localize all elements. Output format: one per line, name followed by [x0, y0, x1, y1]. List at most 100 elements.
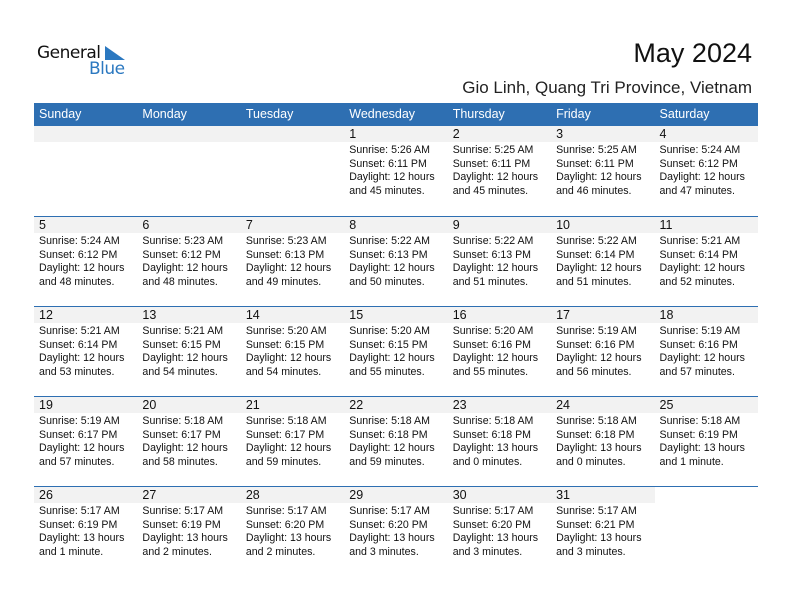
sunrise-text: Sunrise: 5:19 AM [659, 325, 741, 337]
logo-text-blue: Blue [89, 59, 125, 79]
sunset-text: Sunset: 6:16 PM [659, 338, 738, 351]
day-cell: 3 Sunrise: 5:25 AM Sunset: 6:11 PM Daylight… [551, 126, 655, 216]
sunrise-text: Sunrise: 5:17 AM [39, 505, 120, 517]
weekday-header: Sunday Monday Tuesday Wednesday Thursday Frid… [34, 103, 758, 126]
daylight1-text: Daylight: 12 hours [39, 352, 125, 365]
day-cell: 19 Sunrise: 5:19 AM Sunset: 6:17 PM Dayligh… [34, 397, 138, 486]
daylight2-text: and 57 minutes. [39, 455, 115, 468]
empty-day-band [240, 126, 345, 142]
sunrise-text: Sunrise: 5:17 AM [349, 505, 430, 517]
empty-cell [240, 126, 345, 216]
generalblue-logo: General Blue [37, 43, 137, 83]
daylight2-text: and 52 minutes. [659, 275, 735, 288]
day-cell: 31 Sunrise: 5:17 AM Sunset: 6:21 PM Dayligh… [551, 487, 655, 576]
day-cell: 25 Sunrise: 5:18 AM Sunset: 6:19 PM Dayligh… [654, 397, 758, 486]
daylight1-text: Daylight: 12 hours [659, 262, 745, 275]
logo-text-general: General [37, 43, 101, 63]
day-number: 7 [240, 217, 345, 233]
sunset-text: Sunset: 6:20 PM [349, 518, 428, 531]
daylight2-text: and 59 minutes. [349, 455, 425, 468]
sunset-text: Sunset: 6:19 PM [39, 518, 118, 531]
sunset-text: Sunset: 6:11 PM [349, 157, 427, 170]
day-cell: 24 Sunrise: 5:18 AM Sunset: 6:18 PM Dayligh… [551, 397, 655, 486]
day-cell: 23 Sunrise: 5:18 AM Sunset: 6:18 PM Dayligh… [447, 397, 552, 486]
day-cell: 20 Sunrise: 5:18 AM Sunset: 6:17 PM Dayligh… [137, 397, 241, 486]
sunset-text: Sunset: 6:13 PM [245, 248, 325, 261]
logo-triangle-icon [105, 46, 125, 60]
sunrise-text: Sunrise: 5:26 AM [349, 144, 430, 156]
day-number: 1 [344, 126, 448, 142]
day-cell: 14 Sunrise: 5:20 AM Sunset: 6:15 PM Dayligh… [240, 307, 345, 396]
daylight2-text: and 1 minute. [659, 455, 724, 468]
sunrise-text: Sunrise: 5:18 AM [245, 415, 327, 427]
daylight1-text: Daylight: 12 hours [142, 352, 228, 365]
day-cell: 16 Sunrise: 5:20 AM Sunset: 6:16 PM Dayligh… [447, 307, 552, 396]
daylight1-text: Daylight: 12 hours [245, 262, 332, 275]
daylight1-text: Daylight: 13 hours [659, 442, 745, 455]
sunrise-text: Sunrise: 5:17 AM [556, 505, 637, 517]
day-number: 15 [344, 307, 448, 323]
day-number: 18 [654, 307, 758, 323]
daylight2-text: and 56 minutes. [556, 365, 632, 378]
week-row: 19 Sunrise: 5:19 AM Sunset: 6:17 PM Dayligh… [34, 396, 758, 486]
sunset-text: Sunset: 6:19 PM [659, 428, 738, 441]
daylight2-text: and 2 minutes. [142, 545, 212, 558]
daylight1-text: Daylight: 12 hours [452, 171, 539, 184]
weekday-wednesday: Wednesday [349, 107, 416, 121]
daylight1-text: Daylight: 13 hours [39, 532, 125, 545]
sunrise-text: Sunrise: 5:23 AM [142, 235, 224, 247]
sunset-text: Sunset: 6:12 PM [39, 248, 118, 261]
day-cell: 29 Sunrise: 5:17 AM Sunset: 6:20 PM Dayligh… [344, 487, 448, 576]
day-cell: 26 Sunrise: 5:17 AM Sunset: 6:19 PM Dayligh… [34, 487, 138, 576]
sunset-text: Sunset: 6:15 PM [245, 338, 325, 351]
sunset-text: Sunset: 6:18 PM [349, 428, 428, 441]
sunrise-text: Sunrise: 5:18 AM [349, 415, 430, 427]
sunset-text: Sunset: 6:11 PM [452, 157, 531, 170]
day-number: 31 [551, 487, 655, 503]
day-cell: 6 Sunrise: 5:23 AM Sunset: 6:12 PM Daylight… [137, 217, 241, 306]
sunrise-text: Sunrise: 5:22 AM [452, 235, 534, 247]
sunrise-text: Sunrise: 5:17 AM [142, 505, 224, 517]
sunset-text: Sunset: 6:13 PM [349, 248, 428, 261]
sunrise-text: Sunrise: 5:22 AM [556, 235, 637, 247]
daylight1-text: Daylight: 13 hours [556, 532, 642, 545]
daylight2-text: and 50 minutes. [349, 275, 425, 288]
weekday-monday: Monday [142, 107, 187, 121]
daylight2-text: and 49 minutes. [245, 275, 322, 288]
daylight2-text: and 46 minutes. [556, 184, 632, 197]
day-number: 20 [137, 397, 241, 413]
sunrise-text: Sunrise: 5:19 AM [39, 415, 120, 427]
day-cell: 12 Sunrise: 5:21 AM Sunset: 6:14 PM Dayligh… [34, 307, 138, 396]
daylight1-text: Daylight: 12 hours [556, 352, 642, 365]
daylight2-text: and 55 minutes. [452, 365, 529, 378]
sunset-text: Sunset: 6:14 PM [556, 248, 635, 261]
daylight1-text: Daylight: 12 hours [245, 442, 332, 455]
sunset-text: Sunset: 6:17 PM [142, 428, 221, 441]
sunrise-text: Sunrise: 5:23 AM [245, 235, 327, 247]
daylight2-text: and 3 minutes. [452, 545, 523, 558]
day-cell: 13 Sunrise: 5:21 AM Sunset: 6:15 PM Dayligh… [137, 307, 241, 396]
sunrise-text: Sunrise: 5:18 AM [659, 415, 741, 427]
day-cell: 7 Sunrise: 5:23 AM Sunset: 6:13 PM Daylight… [240, 217, 345, 306]
daylight2-text: and 51 minutes. [556, 275, 632, 288]
daylight2-text: and 54 minutes. [245, 365, 322, 378]
sunset-text: Sunset: 6:12 PM [659, 157, 738, 170]
day-number: 6 [137, 217, 241, 233]
day-cell: 1 Sunrise: 5:26 AM Sunset: 6:11 PM Daylight… [344, 126, 448, 216]
sunset-text: Sunset: 6:16 PM [452, 338, 532, 351]
day-cell: 18 Sunrise: 5:19 AM Sunset: 6:16 PM Dayligh… [654, 307, 758, 396]
daylight2-text: and 1 minute. [39, 545, 104, 558]
daylight2-text: and 55 minutes. [349, 365, 425, 378]
day-number: 4 [654, 126, 758, 142]
weekday-thursday: Thursday [452, 107, 505, 121]
day-number: 30 [447, 487, 552, 503]
daylight1-text: Daylight: 13 hours [452, 532, 539, 545]
sunset-text: Sunset: 6:15 PM [349, 338, 428, 351]
daylight2-text: and 3 minutes. [556, 545, 626, 558]
daylight1-text: Daylight: 13 hours [245, 532, 332, 545]
daylight1-text: Daylight: 12 hours [349, 442, 435, 455]
daylight1-text: Daylight: 12 hours [245, 352, 332, 365]
day-number: 19 [34, 397, 138, 413]
empty-cell [655, 487, 758, 576]
daylight1-text: Daylight: 12 hours [452, 262, 539, 275]
